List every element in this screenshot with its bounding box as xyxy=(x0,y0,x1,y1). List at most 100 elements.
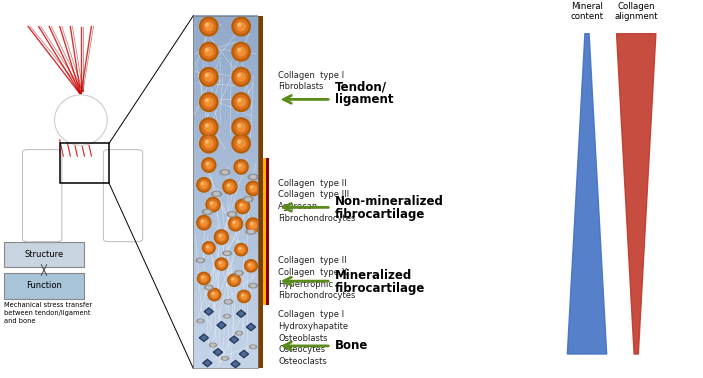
Bar xyxy=(193,32,258,33)
Bar xyxy=(193,262,258,264)
Bar xyxy=(193,319,258,320)
Ellipse shape xyxy=(205,124,208,127)
Bar xyxy=(258,16,263,369)
Bar xyxy=(193,126,258,127)
Bar xyxy=(193,127,258,129)
Bar xyxy=(193,235,258,237)
Bar xyxy=(193,227,258,229)
Bar xyxy=(193,21,258,23)
Bar xyxy=(193,311,258,313)
Bar xyxy=(193,140,258,141)
Ellipse shape xyxy=(205,99,208,102)
Ellipse shape xyxy=(211,202,212,204)
Ellipse shape xyxy=(202,120,216,134)
Ellipse shape xyxy=(238,74,240,76)
Bar xyxy=(193,164,258,165)
Ellipse shape xyxy=(232,68,250,86)
Polygon shape xyxy=(231,361,240,368)
Circle shape xyxy=(196,258,205,263)
Bar xyxy=(193,194,258,195)
Bar xyxy=(193,119,258,120)
Bar xyxy=(193,203,258,205)
Bar xyxy=(193,76,258,78)
Bar xyxy=(193,289,258,291)
Circle shape xyxy=(250,175,256,178)
Bar xyxy=(193,25,258,26)
Ellipse shape xyxy=(250,223,253,225)
Bar xyxy=(193,188,258,190)
Bar xyxy=(193,61,258,63)
Ellipse shape xyxy=(246,181,260,196)
Ellipse shape xyxy=(235,243,247,256)
Circle shape xyxy=(236,332,243,335)
Bar xyxy=(60,144,109,183)
Bar xyxy=(193,68,258,70)
Bar xyxy=(193,350,258,352)
Bar xyxy=(193,261,258,263)
Ellipse shape xyxy=(200,134,218,153)
Bar xyxy=(193,305,258,306)
Bar xyxy=(266,242,269,305)
Bar xyxy=(193,93,258,94)
Ellipse shape xyxy=(232,42,250,61)
Bar xyxy=(193,27,258,29)
Bar xyxy=(193,254,258,256)
Bar xyxy=(193,364,258,366)
Ellipse shape xyxy=(232,17,250,36)
Ellipse shape xyxy=(197,178,211,192)
Circle shape xyxy=(209,343,217,347)
Bar xyxy=(193,259,258,260)
Ellipse shape xyxy=(239,203,246,210)
Bar xyxy=(193,323,258,325)
Ellipse shape xyxy=(206,197,220,212)
Bar xyxy=(193,219,258,220)
Ellipse shape xyxy=(234,95,248,109)
Bar xyxy=(193,284,258,285)
Bar xyxy=(193,281,258,283)
Bar xyxy=(193,108,258,110)
Bar xyxy=(193,366,258,367)
Bar xyxy=(193,132,258,133)
Bar xyxy=(193,178,258,179)
Circle shape xyxy=(229,213,235,216)
Bar xyxy=(193,173,258,174)
Bar xyxy=(193,347,258,349)
Circle shape xyxy=(237,332,241,334)
Circle shape xyxy=(227,212,237,217)
Bar xyxy=(193,201,258,203)
Bar xyxy=(193,191,258,192)
Bar xyxy=(193,72,258,73)
Bar xyxy=(193,15,258,17)
Bar xyxy=(193,162,258,164)
Ellipse shape xyxy=(209,201,217,208)
Bar xyxy=(193,95,258,97)
Ellipse shape xyxy=(219,262,221,264)
Circle shape xyxy=(214,192,219,195)
Bar xyxy=(193,90,258,91)
Circle shape xyxy=(246,229,256,234)
Bar xyxy=(193,256,258,258)
Bar xyxy=(263,242,266,305)
Bar xyxy=(193,23,258,25)
Text: Collagen  type I
Hydroxyhapatite
Osteoblasts
Osteocytes
Osteoclasts: Collagen type I Hydroxyhapatite Osteobla… xyxy=(278,310,349,366)
Ellipse shape xyxy=(239,164,240,167)
Bar xyxy=(193,144,258,145)
Bar xyxy=(193,120,258,122)
Text: Bone: Bone xyxy=(335,339,368,352)
FancyBboxPatch shape xyxy=(22,150,62,242)
Ellipse shape xyxy=(238,247,244,253)
Bar xyxy=(193,33,258,34)
Bar xyxy=(193,290,258,292)
Bar xyxy=(193,231,258,232)
Bar xyxy=(193,104,258,105)
Bar xyxy=(193,109,258,111)
Ellipse shape xyxy=(247,183,259,194)
Ellipse shape xyxy=(232,278,234,280)
Ellipse shape xyxy=(201,219,207,226)
Bar xyxy=(193,77,258,79)
Bar xyxy=(193,180,258,181)
Circle shape xyxy=(223,251,231,256)
Bar xyxy=(193,209,258,211)
Circle shape xyxy=(220,170,230,175)
Bar xyxy=(193,206,258,208)
